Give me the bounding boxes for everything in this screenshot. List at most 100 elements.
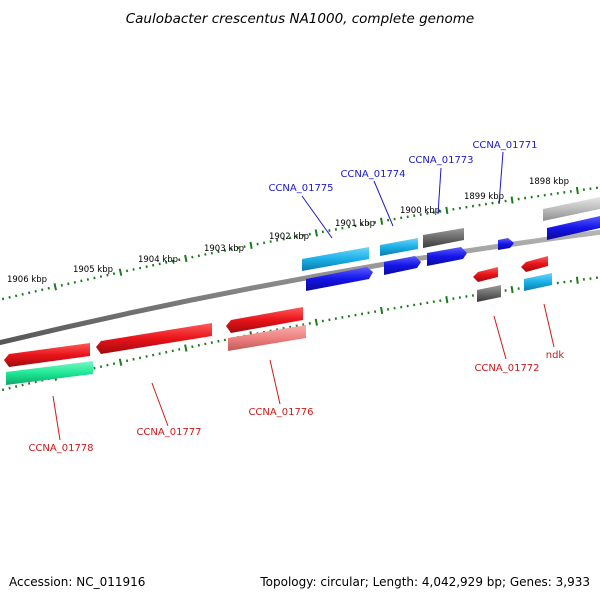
- minor-tick: [93, 366, 96, 370]
- gene-CCNA_01777-red[interactable]: [96, 323, 212, 354]
- minor-tick: [125, 359, 129, 363]
- minor-tick: [321, 319, 324, 323]
- minor-tick: [347, 225, 351, 229]
- minor-tick: [295, 235, 298, 238]
- gene-1898-lightgray[interactable]: [543, 197, 600, 221]
- gene-label-CCNA_01775[interactable]: CCNA_01775: [268, 183, 333, 194]
- minor-tick: [191, 255, 194, 259]
- kbp-label: 1903 kbp: [204, 244, 244, 254]
- minor-tick: [138, 356, 142, 360]
- callout-ndk: [543, 303, 555, 348]
- gene-1898-blue[interactable]: [547, 216, 600, 240]
- gene-CCNA_01778-green[interactable]: [6, 361, 93, 385]
- major-tick: [510, 196, 514, 204]
- minor-tick: [99, 275, 103, 278]
- gene-CCNA_01773-gray[interactable]: [423, 228, 464, 248]
- minor-tick: [132, 268, 135, 271]
- gene-label-CCNA_01771[interactable]: CCNA_01771: [472, 140, 537, 151]
- major-tick: [314, 318, 318, 326]
- minor-tick: [112, 272, 116, 276]
- major-tick: [380, 306, 384, 315]
- reverse-strand-genes: [4, 256, 552, 385]
- minor-tick: [125, 269, 129, 273]
- minor-tick: [60, 283, 63, 287]
- kbp-label: 1898 kbp: [529, 177, 569, 187]
- minor-tick: [145, 355, 148, 358]
- forward-strand-genes: [302, 197, 600, 291]
- gene-CCNA_01772-red[interactable]: [473, 267, 498, 282]
- minor-tick: [373, 221, 377, 224]
- minor-tick: [99, 365, 103, 368]
- minor-tick: [321, 230, 324, 234]
- minor-tick: [204, 342, 207, 346]
- gene-CCNA_01776-lightred[interactable]: [228, 325, 306, 351]
- gene-label-CCNA_01773[interactable]: CCNA_01773: [408, 155, 473, 166]
- minor-tick: [1, 297, 5, 301]
- gene-label-CCNA_01772[interactable]: CCNA_01772: [474, 363, 539, 374]
- topology-summary: Topology: circular; Length: 4,042,929 bp…: [259, 575, 590, 589]
- gene-ndk-sky[interactable]: [524, 273, 552, 291]
- minor-tick: [217, 250, 220, 254]
- gene-CCNA_01778-red[interactable]: [4, 343, 90, 367]
- major-tick: [445, 206, 449, 214]
- minor-tick: [302, 323, 305, 326]
- minor-tick: [80, 279, 83, 283]
- major-tick: [118, 358, 123, 366]
- minor-tick: [165, 261, 168, 264]
- major-tick: [314, 229, 318, 237]
- minor-tick: [152, 263, 155, 267]
- minor-tick: [93, 276, 96, 280]
- gene-CCNA_01771-blue[interactable]: [498, 238, 514, 250]
- major-tick: [575, 186, 579, 195]
- minor-tick: [1, 388, 5, 392]
- minor-tick: [230, 247, 233, 251]
- minor-tick: [178, 348, 181, 351]
- gene-label-ndk[interactable]: ndk: [546, 350, 565, 361]
- gene-CCNA_01776-red[interactable]: [226, 307, 303, 333]
- gene-label-CCNA_01774[interactable]: CCNA_01774: [340, 169, 405, 180]
- major-tick: [380, 217, 384, 225]
- minor-tick: [112, 362, 116, 366]
- accession-text: Accession: NC_011916: [9, 575, 145, 589]
- minor-tick: [132, 357, 135, 361]
- minor-tick: [158, 262, 161, 266]
- minor-tick: [106, 363, 109, 367]
- minor-tick: [145, 265, 148, 268]
- gene-label-CCNA_01777[interactable]: CCNA_01777: [136, 427, 201, 438]
- gene-label-CCNA_01776[interactable]: CCNA_01776: [248, 407, 313, 418]
- major-tick: [184, 344, 188, 352]
- kbp-label: 1906 kbp: [7, 275, 47, 285]
- minor-tick: [14, 385, 18, 388]
- gene-CCNA_01772-gray[interactable]: [477, 285, 501, 302]
- major-tick: [445, 296, 449, 304]
- kbp-label: 1902 kbp: [269, 232, 309, 242]
- minor-tick: [28, 382, 31, 385]
- gene-CCNA_01773-blue[interactable]: [427, 247, 467, 266]
- major-tick: [118, 268, 123, 276]
- gene-CCNA_01775-blue[interactable]: [306, 267, 373, 291]
- major-tick: [575, 276, 579, 284]
- callout-CCNA_01777: [151, 382, 169, 427]
- kbp-label: 1905 kbp: [73, 265, 113, 275]
- gene-CCNA_01774-sky[interactable]: [380, 238, 418, 256]
- callout-CCNA_01775: [301, 195, 333, 239]
- minor-tick: [165, 350, 168, 354]
- genome-backbone: [0, 229, 600, 346]
- minor-tick: [197, 343, 200, 347]
- outer-tick-row: [1, 186, 598, 301]
- minor-tick: [34, 289, 37, 293]
- gene-CCNA_01775-sky[interactable]: [302, 247, 369, 271]
- major-tick: [184, 254, 188, 263]
- gene-ndk-red[interactable]: [521, 256, 548, 272]
- callout-CCNA_01772: [493, 315, 507, 360]
- kbp-label: 1900 kbp: [400, 206, 440, 216]
- callout-CCNA_01776: [269, 359, 281, 405]
- callout-CCNA_01771: [498, 151, 504, 205]
- gene-labels: CCNA_01771 CCNA_01773 CCNA_01774 CCNA_01…: [28, 140, 564, 454]
- map-title: Caulobacter crescentus NA1000, complete …: [126, 11, 475, 27]
- minor-tick: [171, 259, 174, 263]
- gene-CCNA_01774-blue[interactable]: [384, 256, 421, 275]
- gene-label-CCNA_01778[interactable]: CCNA_01778: [28, 443, 93, 454]
- minor-tick: [217, 339, 220, 343]
- minor-tick: [269, 240, 272, 243]
